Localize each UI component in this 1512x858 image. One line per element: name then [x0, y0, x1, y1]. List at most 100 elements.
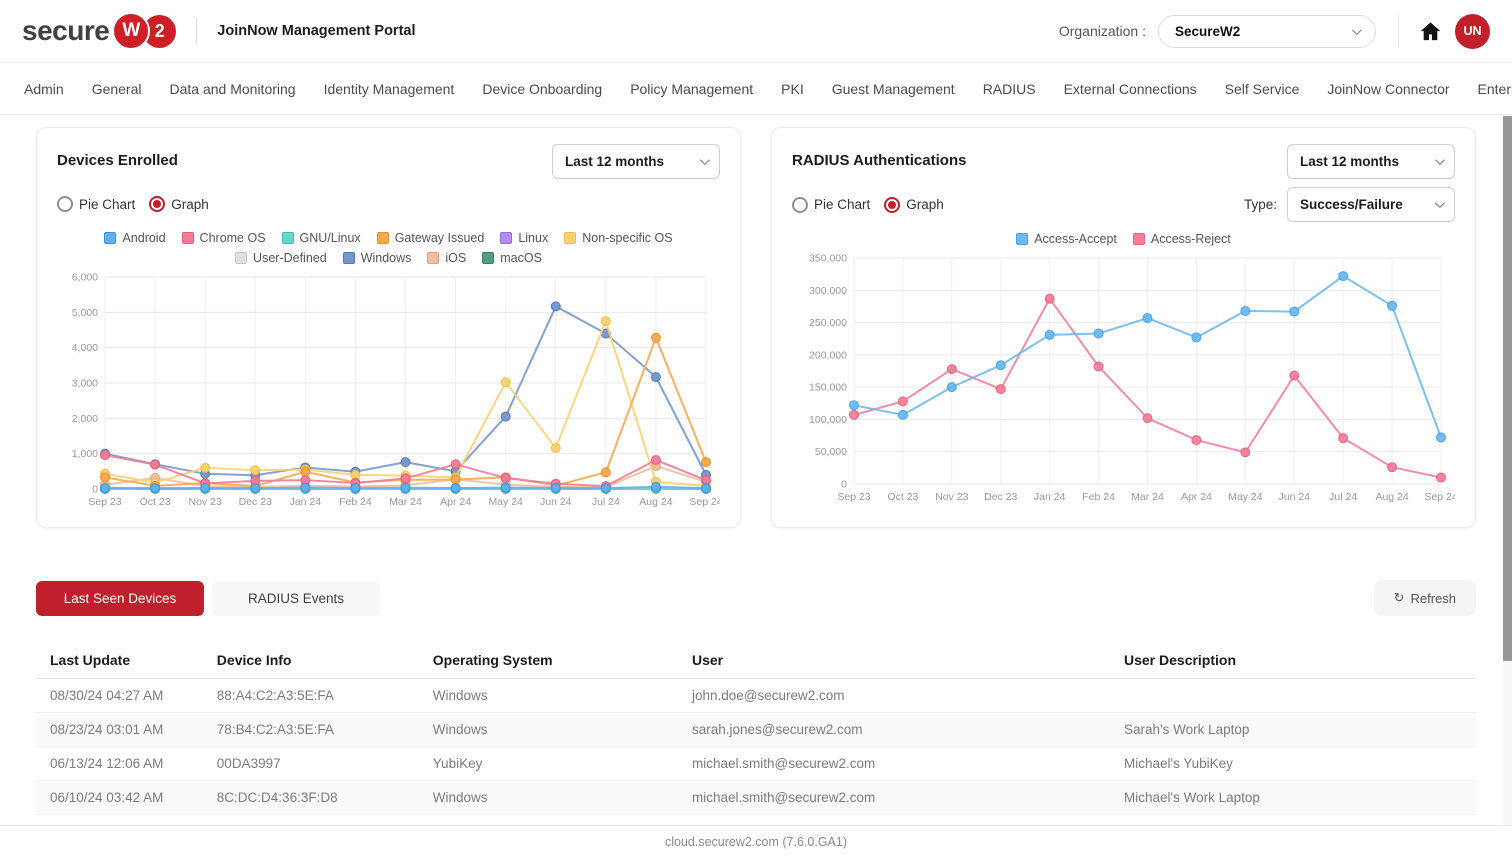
nav-item-identity-management[interactable]: Identity Management: [323, 80, 455, 97]
svg-text:Jun 24: Jun 24: [540, 496, 572, 508]
devices-range-select[interactable]: Last 12 months: [552, 144, 720, 179]
nav-item-data-and-monitoring[interactable]: Data and Monitoring: [169, 80, 296, 97]
svg-text:Mar 24: Mar 24: [389, 496, 422, 508]
svg-text:Mar 24: Mar 24: [1131, 491, 1164, 503]
devices-range-value: Last 12 months: [565, 154, 665, 169]
devices-graph-radio[interactable]: Graph: [149, 196, 209, 212]
dashboard-cards: Devices Enrolled Last 12 months Pie Char…: [0, 115, 1512, 528]
table-row[interactable]: 08/30/24 04:27 AM 88:A4:C2:A3:5E:FA Window…: [36, 678, 1476, 713]
legend-item-linux[interactable]: Linux: [500, 231, 548, 245]
devices-enrolled-title: Devices Enrolled: [57, 152, 178, 169]
devices-chart-type-radios: Pie Chart Graph: [57, 196, 209, 212]
radius-authentications-chart: Sep 23 Oct 23 Nov 23 Dec 23 Jan 24 Feb 24 Mar …: [809, 253, 1455, 504]
radio-checked-icon: [884, 196, 901, 213]
nav-item-general[interactable]: General: [91, 80, 142, 97]
legend-item-non-specific-os[interactable]: Non-specific OS: [564, 231, 673, 245]
legend-label: Linux: [518, 231, 549, 245]
legend-item-macos[interactable]: macOS: [482, 251, 542, 265]
page-scrollbar-thumb[interactable]: [1503, 116, 1512, 661]
svg-text:Apr 24: Apr 24: [440, 496, 471, 508]
organization-select[interactable]: SecureW2: [1158, 14, 1376, 48]
legend-label: Windows: [360, 251, 412, 265]
table-cell: [1115, 678, 1476, 713]
header-separator: [196, 18, 198, 44]
legend-item-gnu-linux[interactable]: GNU/Linux: [281, 231, 361, 245]
svg-text:Jan 24: Jan 24: [1034, 491, 1066, 503]
radius-graph-radio[interactable]: Graph: [884, 196, 944, 213]
table-cell: Windows: [424, 678, 684, 713]
radius-type-select[interactable]: Success/Failure: [1287, 187, 1455, 222]
radius-type-value: Success/Failure: [1300, 197, 1403, 212]
legend-item-android[interactable]: Android: [104, 231, 166, 245]
column-header-device-info: Device Info: [208, 642, 425, 679]
legend-item-user-defined[interactable]: User-Defined: [235, 251, 327, 265]
svg-text:150,000: 150,000: [809, 382, 847, 394]
svg-text:Jul 24: Jul 24: [592, 496, 620, 508]
svg-text:Dec 23: Dec 23: [984, 491, 1017, 503]
svg-text:100,000: 100,000: [809, 414, 847, 426]
radius-range-select[interactable]: Last 12 months: [1287, 144, 1455, 179]
column-header-operating-system: Operating System: [424, 642, 684, 679]
nav-item-policy-management[interactable]: Policy Management: [630, 80, 754, 97]
legend-label: Android: [122, 231, 166, 245]
svg-text:Sep 23: Sep 23: [837, 491, 870, 503]
refresh-button[interactable]: ↻ Refresh: [1373, 580, 1476, 616]
radius-pie-chart-radio[interactable]: Pie Chart: [792, 196, 870, 213]
user-avatar[interactable]: UN: [1455, 13, 1490, 49]
legend-item-ios[interactable]: iOS: [427, 251, 466, 265]
legend-item-windows[interactable]: Windows: [342, 251, 412, 265]
legend-item-gateway-issued[interactable]: Gateway Issued: [376, 231, 484, 245]
table-row[interactable]: 06/13/24 12:06 AM 00DA3997 YubiKey michael.…: [36, 746, 1476, 781]
main-nav: Admin General Data and Monitoring Identity …: [0, 63, 1512, 115]
legend-label: Access-Accept: [1034, 232, 1117, 246]
tab-last-seen-devices[interactable]: Last Seen Devices: [36, 580, 204, 616]
svg-text:Feb 24: Feb 24: [1082, 491, 1115, 503]
legend-label: GNU/Linux: [299, 231, 361, 245]
organization-label: Organization :: [1058, 23, 1146, 39]
radio-unchecked-icon: [57, 196, 73, 212]
nav-item-pki[interactable]: PKI: [781, 80, 804, 97]
nav-item-self-service[interactable]: Self Service: [1224, 80, 1300, 97]
svg-text:5,000: 5,000: [72, 307, 98, 319]
nav-item-external-connections[interactable]: External Connections: [1063, 80, 1197, 97]
legend-item-access-reject[interactable]: Access-Reject: [1132, 232, 1231, 246]
nav-item-joinnow-connector[interactable]: JoinNow Connector: [1327, 80, 1450, 97]
table-cell: 08/30/24 04:27 AM: [36, 678, 209, 713]
devices-chart-legend: Android Chrome OS GNU/Linux Gateway Issued L…: [89, 231, 689, 265]
svg-text:2,000: 2,000: [72, 413, 98, 425]
legend-item-access-accept[interactable]: Access-Accept: [1016, 232, 1117, 246]
tab-radius-events[interactable]: RADIUS Events: [212, 580, 380, 616]
home-button[interactable]: [1415, 16, 1445, 46]
nav-item-guest-management[interactable]: Guest Management: [831, 80, 955, 97]
table-row[interactable]: 06/10/24 03:42 AM 8C:DC:D4:36:3F:D8 Window…: [36, 780, 1476, 815]
table-cell: 06/10/24 03:42 AM: [36, 780, 209, 815]
svg-text:May 24: May 24: [1228, 491, 1263, 503]
nav-item-device-onboarding[interactable]: Device Onboarding: [482, 80, 603, 97]
radio-checked-icon: [149, 196, 166, 212]
svg-text:Nov 23: Nov 23: [935, 491, 968, 503]
devices-graph-radio-label: Graph: [171, 196, 209, 212]
table-cell: 06/13/24 12:06 AM: [36, 746, 209, 781]
svg-text:Sep 24: Sep 24: [1424, 491, 1455, 503]
devices-pie-chart-radio[interactable]: Pie Chart: [57, 196, 135, 212]
svg-text:May 24: May 24: [488, 496, 523, 508]
nav-item-enterprise-client[interactable]: Enterprise Client: [1477, 80, 1512, 97]
nav-item-admin[interactable]: Admin: [24, 80, 64, 97]
legend-swatch-icon: [1016, 233, 1029, 245]
page-scrollbar-track[interactable]: [1503, 116, 1512, 825]
radius-chart-legend: Access-Accept Access-Reject: [824, 232, 1424, 246]
nav-item-radius[interactable]: RADIUS: [982, 80, 1036, 97]
svg-text:Dec 23: Dec 23: [239, 496, 272, 508]
devices-enrolled-chart: Sep 23 Oct 23 Nov 23 Dec 23 Jan 24 Feb 24 Mar …: [72, 272, 720, 509]
legend-item-chrome-os[interactable]: Chrome OS: [181, 231, 266, 245]
radius-type-label: Type:: [1243, 197, 1277, 212]
legend-label: User-Defined: [253, 251, 327, 265]
organization-select-value: SecureW2: [1175, 23, 1241, 39]
radius-range-value: Last 12 months: [1300, 154, 1400, 169]
refresh-icon: ↻: [1393, 590, 1405, 605]
radius-chart-type-radios: Pie Chart Graph: [792, 196, 944, 213]
table-cell: Windows: [424, 780, 684, 815]
table-body: 08/30/24 04:27 AM 88:A4:C2:A3:5E:FA Window…: [36, 678, 1476, 815]
table-row[interactable]: 08/23/24 03:01 AM 78:B4:C2:A3:5E:FA Window…: [36, 712, 1476, 747]
table-cell: 8C:DC:D4:36:3F:D8: [208, 780, 425, 815]
